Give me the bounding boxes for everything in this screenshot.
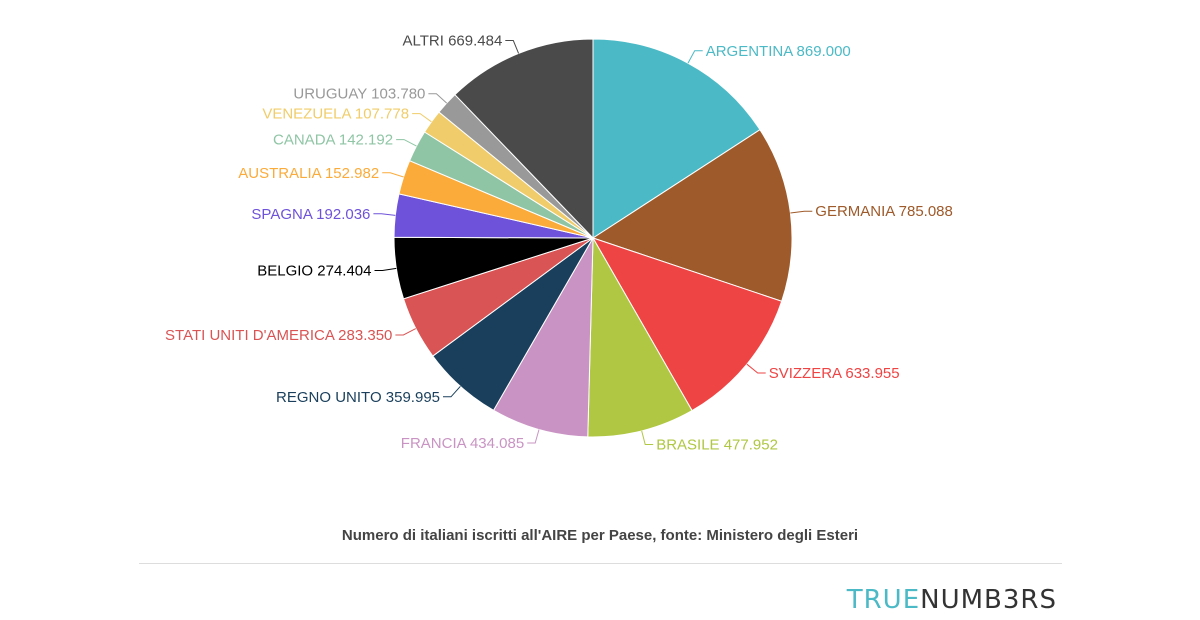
pie-label-altri: ALTRI 669.484 [403, 33, 503, 50]
leader-line-venezuela [412, 113, 432, 123]
logo-part-true: TRUE [846, 585, 921, 615]
leader-line-argentina [687, 50, 703, 64]
pie-label-venezuela: VENEZUELA 107.778 [262, 106, 409, 123]
pie-label-canada: CANADA 142.192 [273, 132, 393, 149]
pie-label-belgio: BELGIO 274.404 [257, 263, 371, 280]
divider [139, 563, 1062, 564]
pie-label-regno-unito: REGNO UNITO 359.995 [276, 389, 440, 406]
leader-line-stati-uniti-d-america [395, 328, 417, 336]
leader-line-svizzera [746, 363, 766, 374]
leader-line-germania [790, 210, 813, 214]
leader-line-regno-unito [443, 385, 461, 398]
leader-line-australia [382, 172, 404, 178]
pie-label-australia: AUSTRALIA 152.982 [238, 165, 379, 182]
pie-slice-svizzera [591, 237, 783, 412]
pie-label-brasile: BRASILE 477.952 [656, 437, 778, 454]
leader-line-brasile [641, 430, 654, 445]
pie-slice-argentina [592, 38, 761, 239]
leader-line-uruguay [428, 93, 448, 104]
leader-line-belgio [374, 267, 397, 271]
pie-label-francia: FRANCIA 434.085 [401, 435, 524, 452]
pie-label-spagna: SPAGNA 192.036 [251, 206, 370, 223]
pie-label-uruguay: URUGUAY 103.780 [293, 86, 425, 103]
pie-slice-francia [492, 237, 594, 438]
pie-label-argentina: ARGENTINA 869.000 [706, 43, 851, 60]
leader-line-spagna [373, 213, 396, 216]
leader-line-canada [396, 139, 417, 147]
pie-label-stati-uniti-d-america: STATI UNITI D'AMERICA 283.350 [165, 327, 392, 344]
pie-label-svizzera: SVIZZERA 633.955 [769, 365, 900, 382]
pie-slice-altri [454, 38, 594, 240]
leader-line-altri [505, 40, 520, 54]
logo-part-numbers: NUMB3RS [920, 585, 1057, 615]
chart-caption: Numero di italiani iscritti all'AIRE per… [341, 527, 859, 544]
leader-line-francia [527, 429, 540, 444]
pie-label-germania: GERMANIA 785.088 [815, 203, 953, 220]
truenumbers-logo: TRUENUMB3RS [847, 585, 1057, 615]
pie-chart: ARGENTINA 869.000 GERMANIA 785.088 SVIZZER… [165, 33, 953, 454]
